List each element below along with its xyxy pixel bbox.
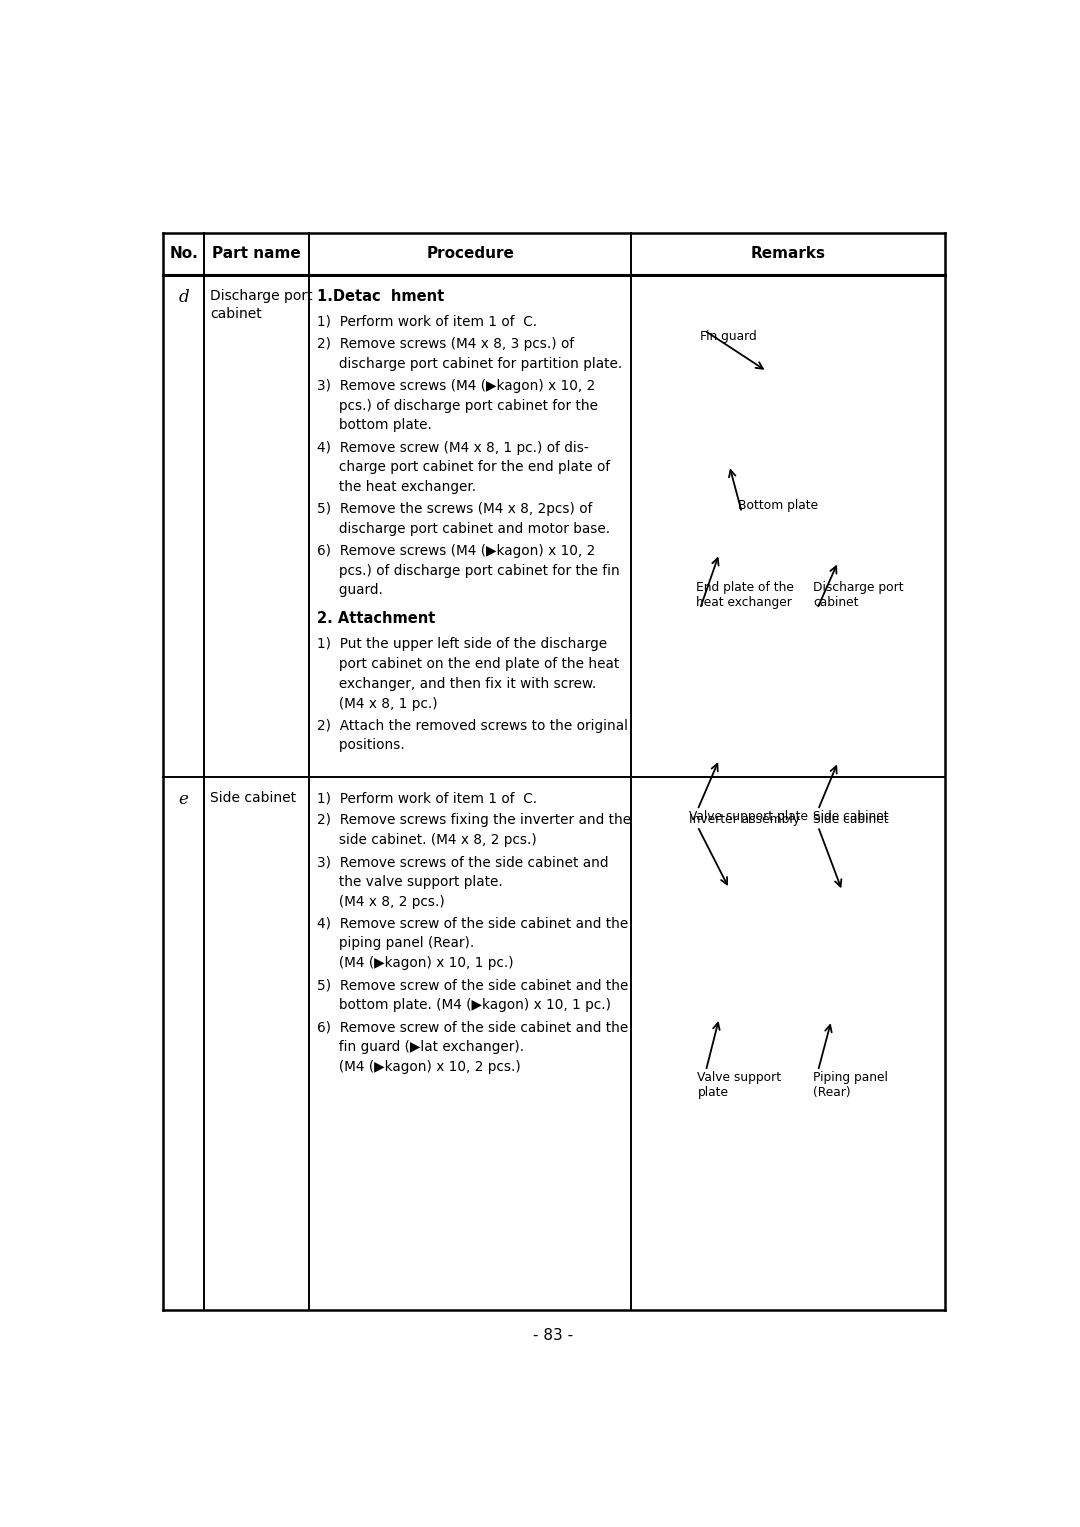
Text: the heat exchanger.: the heat exchanger. <box>318 479 476 495</box>
Text: port cabinet on the end plate of the heat: port cabinet on the end plate of the hea… <box>318 657 620 670</box>
Text: (M4 (▶kagon) x 10, 1 pc.): (M4 (▶kagon) x 10, 1 pc.) <box>318 956 514 970</box>
Text: Part name: Part name <box>213 246 301 261</box>
Text: side cabinet. (M4 x 8, 2 pcs.): side cabinet. (M4 x 8, 2 pcs.) <box>318 834 537 847</box>
Text: exchanger, and then fix it with screw.: exchanger, and then fix it with screw. <box>318 676 597 690</box>
Text: 4)  Remove screw of the side cabinet and the: 4) Remove screw of the side cabinet and … <box>318 916 629 930</box>
Text: Valve support
plate: Valve support plate <box>698 1070 782 1099</box>
Text: End plate of the
heat exchanger: End plate of the heat exchanger <box>696 580 794 609</box>
Text: Remarks: Remarks <box>751 246 826 261</box>
Text: No.: No. <box>170 246 198 261</box>
Text: bottom plate. (M4 (▶kagon) x 10, 1 pc.): bottom plate. (M4 (▶kagon) x 10, 1 pc.) <box>318 999 611 1012</box>
Text: Valve support plate: Valve support plate <box>689 809 808 823</box>
Text: Bottom plate: Bottom plate <box>738 499 818 513</box>
Text: 2)  Remove screws fixing the inverter and the: 2) Remove screws fixing the inverter and… <box>318 814 632 828</box>
Text: the valve support plate.: the valve support plate. <box>318 875 503 889</box>
Text: Side cabinet: Side cabinet <box>813 809 889 823</box>
Text: 6)  Remove screws (M4 (▶kagon) x 10, 2: 6) Remove screws (M4 (▶kagon) x 10, 2 <box>318 544 596 557</box>
Text: pcs.) of discharge port cabinet for the: pcs.) of discharge port cabinet for the <box>318 399 598 412</box>
Text: 2)  Attach the removed screws to the original: 2) Attach the removed screws to the orig… <box>318 719 629 733</box>
Text: d: d <box>178 289 189 305</box>
Text: Inverter assembly: Inverter assembly <box>689 814 800 826</box>
Text: 1)  Perform work of item 1 of  C.: 1) Perform work of item 1 of C. <box>318 791 538 805</box>
Text: pcs.) of discharge port cabinet for the fin: pcs.) of discharge port cabinet for the … <box>318 563 620 577</box>
Text: 2)  Remove screws (M4 x 8, 3 pcs.) of: 2) Remove screws (M4 x 8, 3 pcs.) of <box>318 337 575 351</box>
Text: piping panel (Rear).: piping panel (Rear). <box>318 936 475 950</box>
Text: guard.: guard. <box>318 583 383 597</box>
Text: discharge port cabinet for partition plate.: discharge port cabinet for partition pla… <box>318 357 623 371</box>
Text: discharge port cabinet and motor base.: discharge port cabinet and motor base. <box>318 522 610 536</box>
Text: - 83 -: - 83 - <box>534 1328 573 1344</box>
Text: 5)  Remove the screws (M4 x 8, 2pcs) of: 5) Remove the screws (M4 x 8, 2pcs) of <box>318 502 593 516</box>
Text: 1.Detac  hment: 1.Detac hment <box>318 289 445 304</box>
Text: e: e <box>178 791 189 808</box>
Text: (M4 x 8, 2 pcs.): (M4 x 8, 2 pcs.) <box>318 895 445 909</box>
Text: Discharge port
cabinet: Discharge port cabinet <box>211 289 313 322</box>
Text: 6)  Remove screw of the side cabinet and the: 6) Remove screw of the side cabinet and … <box>318 1020 629 1034</box>
Text: Fin guard: Fin guard <box>700 330 757 344</box>
Text: charge port cabinet for the end plate of: charge port cabinet for the end plate of <box>318 460 610 475</box>
Text: fin guard (▶lat exchanger).: fin guard (▶lat exchanger). <box>318 1040 525 1054</box>
Text: 4)  Remove screw (M4 x 8, 1 pc.) of dis-: 4) Remove screw (M4 x 8, 1 pc.) of dis- <box>318 440 590 455</box>
Text: 1)  Put the upper left side of the discharge: 1) Put the upper left side of the discha… <box>318 637 608 652</box>
Text: 3)  Remove screws (M4 (▶kagon) x 10, 2: 3) Remove screws (M4 (▶kagon) x 10, 2 <box>318 379 596 392</box>
Text: Discharge port
cabinet: Discharge port cabinet <box>813 580 904 609</box>
Text: Side cabinet: Side cabinet <box>813 814 889 826</box>
Text: Procedure: Procedure <box>427 246 514 261</box>
Text: bottom plate.: bottom plate. <box>318 418 432 432</box>
Text: 3)  Remove screws of the side cabinet and: 3) Remove screws of the side cabinet and <box>318 855 609 869</box>
Text: 1)  Perform work of item 1 of  C.: 1) Perform work of item 1 of C. <box>318 315 538 328</box>
Text: positions.: positions. <box>318 739 405 753</box>
Text: 5)  Remove screw of the side cabinet and the: 5) Remove screw of the side cabinet and … <box>318 979 629 993</box>
Text: (M4 x 8, 1 pc.): (M4 x 8, 1 pc.) <box>318 696 438 710</box>
Text: (M4 (▶kagon) x 10, 2 pcs.): (M4 (▶kagon) x 10, 2 pcs.) <box>318 1060 522 1073</box>
Text: Side cabinet: Side cabinet <box>211 791 296 805</box>
Text: 2. Attachment: 2. Attachment <box>318 611 436 626</box>
Text: Piping panel
(Rear): Piping panel (Rear) <box>813 1070 888 1099</box>
